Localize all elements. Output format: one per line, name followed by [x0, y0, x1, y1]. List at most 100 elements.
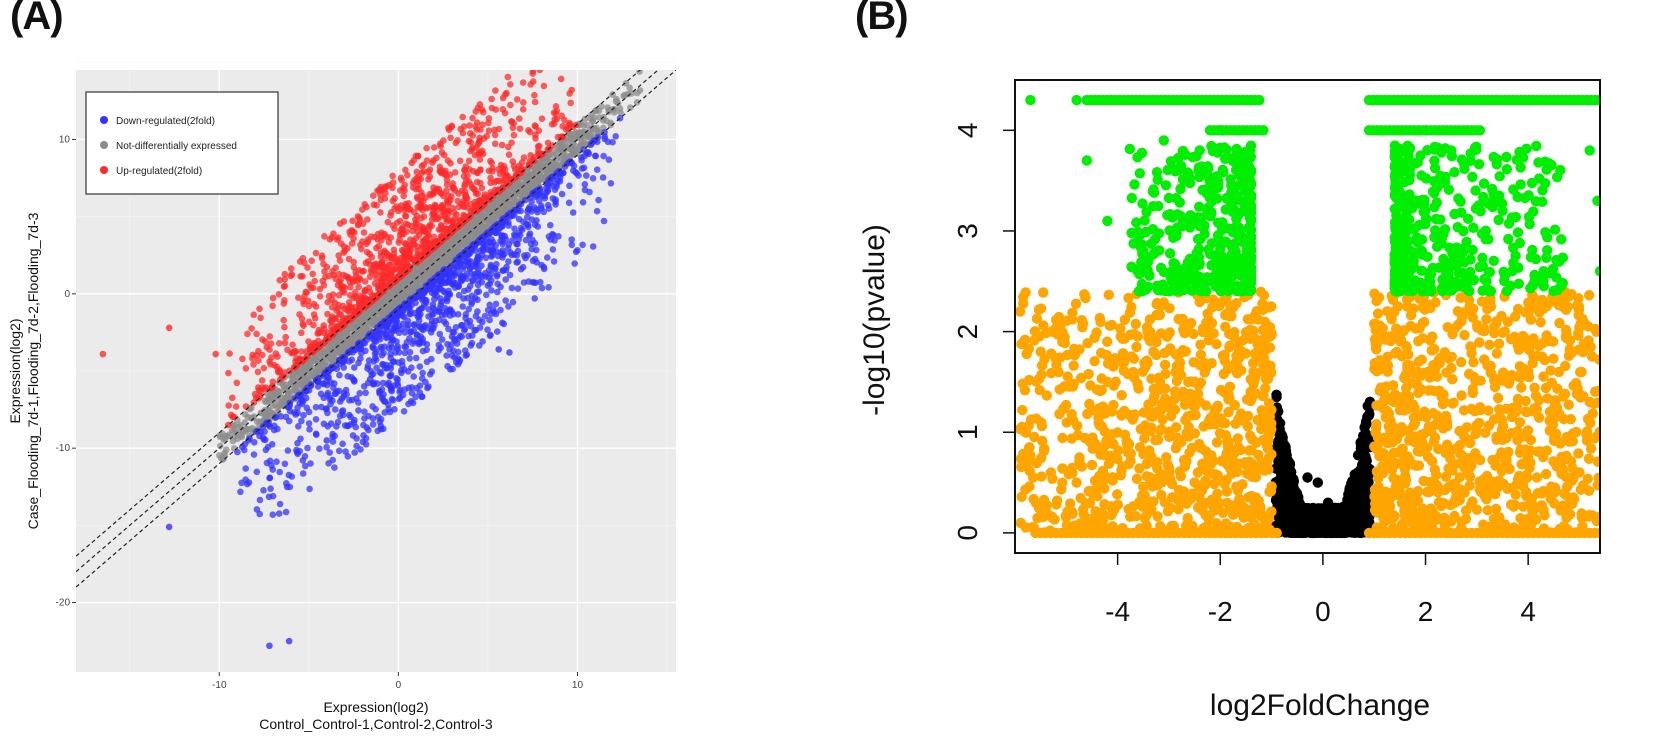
up-point — [466, 122, 473, 129]
up-point — [566, 90, 573, 97]
up-point — [462, 191, 470, 199]
up-point — [396, 231, 404, 239]
not-diff-point — [547, 168, 554, 176]
down-point — [486, 316, 493, 324]
up-point — [272, 350, 280, 357]
y-tick-label: 10 — [59, 134, 71, 145]
down-point — [445, 325, 452, 333]
down-point — [464, 294, 471, 302]
down-point — [416, 339, 424, 347]
down-point — [480, 247, 488, 254]
down-point — [418, 393, 426, 400]
down-point — [417, 333, 425, 340]
up-point — [450, 209, 458, 216]
up-point — [281, 369, 289, 376]
down-point — [256, 496, 264, 504]
down-point — [405, 400, 412, 408]
up-point — [344, 274, 352, 281]
up-point — [414, 195, 422, 202]
up-point — [269, 294, 277, 302]
down-point — [422, 322, 429, 329]
not-diff-point — [217, 442, 224, 450]
up-point — [422, 194, 429, 201]
up-point — [474, 169, 481, 177]
not-diff-point — [336, 338, 343, 345]
not-diff-point — [455, 240, 463, 248]
down-point — [301, 453, 309, 460]
down-point — [544, 254, 551, 261]
down-point — [441, 304, 449, 312]
down-point — [417, 323, 424, 330]
down-point — [340, 358, 348, 365]
up-point — [464, 172, 471, 179]
down-point — [455, 291, 463, 299]
up-point — [366, 250, 373, 258]
up-point — [388, 271, 395, 278]
not-diff-point — [219, 430, 226, 438]
down-point — [401, 349, 409, 357]
down-point — [331, 464, 338, 471]
up-point — [321, 233, 328, 240]
up-point — [393, 203, 400, 210]
up-point — [256, 305, 263, 313]
down-point — [402, 343, 410, 351]
down-point — [592, 152, 599, 160]
down-point — [427, 283, 435, 290]
down-point — [277, 413, 285, 420]
down-point — [395, 395, 403, 403]
up-point — [536, 142, 543, 150]
down-point — [392, 317, 400, 325]
up-point — [377, 209, 384, 216]
down-point — [406, 348, 414, 356]
down-point — [418, 375, 426, 382]
down-point — [494, 288, 501, 296]
down-point — [580, 164, 588, 172]
down-point — [571, 260, 578, 267]
down-point — [609, 138, 616, 146]
up-point — [389, 184, 396, 192]
down-point — [467, 258, 475, 265]
down-point — [600, 217, 608, 225]
up-point — [531, 122, 539, 129]
up-point — [361, 278, 369, 285]
down-point — [276, 468, 284, 476]
down-point — [384, 327, 391, 334]
down-point — [486, 301, 494, 309]
down-point — [494, 252, 502, 260]
up-point — [532, 56, 539, 63]
down-point — [465, 305, 473, 313]
up-point — [355, 220, 362, 228]
down-point — [362, 389, 369, 397]
up-point — [527, 81, 534, 88]
down-point — [479, 338, 486, 345]
down-point — [250, 451, 258, 458]
down-point — [360, 421, 367, 429]
not-diff-point — [403, 291, 410, 299]
down-point — [326, 449, 334, 456]
down-point — [425, 313, 432, 320]
up-point — [242, 403, 250, 410]
down-point — [253, 506, 261, 513]
down-point — [458, 333, 466, 340]
down-point — [421, 296, 429, 304]
down-point — [593, 166, 601, 173]
down-point — [335, 447, 343, 455]
down-point — [474, 281, 482, 289]
not-diff-point — [536, 158, 543, 166]
down-point — [493, 260, 500, 268]
up-point — [321, 268, 328, 275]
down-point — [406, 335, 413, 342]
down-point — [306, 485, 313, 493]
not-diff-point — [348, 336, 355, 344]
up-point — [485, 127, 493, 134]
down-point — [471, 327, 478, 334]
up-point — [298, 315, 306, 323]
down-point — [300, 397, 307, 405]
down-point — [444, 340, 451, 348]
up-point — [318, 254, 326, 262]
chart-a-xlabel: Expression(log2) — [323, 699, 428, 715]
down-point — [325, 369, 332, 376]
up-point — [326, 236, 334, 243]
down-point — [544, 201, 552, 209]
up-point — [491, 140, 499, 148]
